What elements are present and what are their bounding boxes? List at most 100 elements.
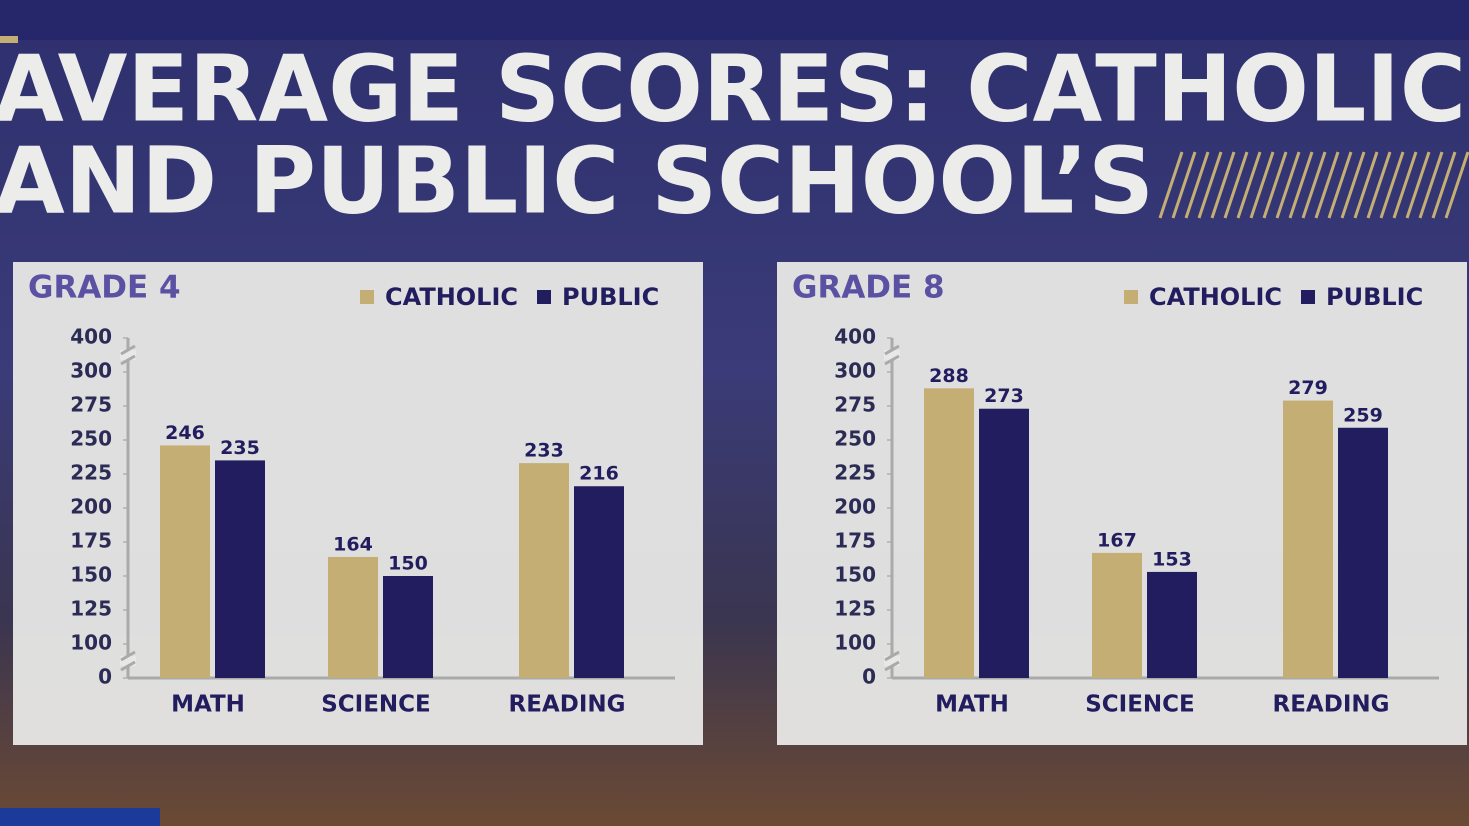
hatch-line (1431, 151, 1457, 219)
axis-break-gap (120, 350, 136, 360)
y-tick-label: 125 (834, 597, 876, 621)
hatch-line (1327, 151, 1353, 219)
bar (1147, 571, 1197, 678)
y-tick-label: 275 (834, 393, 876, 417)
bar (979, 408, 1029, 678)
hatch-line (1340, 151, 1366, 219)
bar (1092, 552, 1142, 678)
hatch-line (1444, 151, 1469, 219)
chart-title: GRADE 8 (792, 270, 945, 306)
hatch-line (1405, 151, 1431, 219)
value-label: 288 (929, 365, 969, 387)
hatch-line (1392, 151, 1418, 219)
axis-break (884, 344, 900, 356)
bar (1338, 427, 1388, 678)
y-tick-label: 175 (834, 529, 876, 553)
bar (574, 486, 624, 678)
bar (328, 556, 378, 678)
value-label: 279 (1288, 377, 1328, 399)
axis-break-gap (884, 656, 900, 666)
y-tick-label: 0 (862, 665, 876, 689)
value-label: 235 (220, 437, 260, 459)
y-tick-label: 250 (70, 427, 112, 451)
y-tick-label: 225 (70, 461, 112, 485)
hatch-line (1288, 151, 1314, 219)
y-tick-label: 400 (70, 325, 112, 349)
hatch-line (1353, 151, 1379, 219)
hatch-line (1236, 151, 1262, 219)
axis-break (120, 650, 136, 662)
y-tick-label: 200 (70, 495, 112, 519)
y-tick-label: 175 (70, 529, 112, 553)
bar (519, 463, 569, 678)
y-tick-label: 250 (834, 427, 876, 451)
y-tick-label: 400 (834, 325, 876, 349)
legend-label: CATHOLIC (1149, 283, 1282, 311)
hatch-line (1301, 151, 1327, 219)
hatch-line (1158, 151, 1184, 219)
hatch-line (1275, 151, 1301, 219)
hatch-line (1210, 151, 1236, 219)
hatch-line (1366, 151, 1392, 219)
y-tick-label: 100 (70, 631, 112, 655)
axis-break (120, 660, 136, 672)
hatch-line (1223, 151, 1249, 219)
x-tick-label: SCIENCE (1085, 692, 1195, 718)
axis-break (884, 354, 900, 366)
value-label: 167 (1097, 529, 1137, 551)
hatch-line (1418, 151, 1444, 219)
value-label: 150 (388, 553, 428, 575)
accent (0, 36, 18, 43)
y-tick-label: 300 (70, 359, 112, 383)
y-tick-label: 100 (834, 631, 876, 655)
value-label: 153 (1152, 548, 1192, 570)
axis-break-gap (884, 350, 900, 360)
axis-break (884, 650, 900, 662)
legend-label: PUBLIC (562, 283, 659, 311)
y-tick-label: 275 (70, 393, 112, 417)
x-tick-label: READING (509, 692, 626, 718)
bar (215, 460, 265, 678)
hatch-line (1379, 151, 1405, 219)
headline: AND PUBLIC SCHOOL’S (0, 127, 1154, 234)
hatch-line (1197, 151, 1223, 219)
bar (160, 445, 210, 678)
legend-label: PUBLIC (1326, 283, 1423, 311)
bar (383, 576, 433, 678)
y-tick-label: 0 (98, 665, 112, 689)
value-label: 233 (524, 440, 564, 462)
axis-break-gap (120, 656, 136, 666)
value-label: 216 (579, 463, 619, 485)
x-tick-label: MATH (171, 692, 245, 718)
y-tick-label: 300 (834, 359, 876, 383)
y-tick-label: 150 (70, 563, 112, 587)
bar (1283, 400, 1333, 678)
hatch-line (1314, 151, 1340, 219)
y-tick-label: 200 (834, 495, 876, 519)
value-label: 246 (165, 422, 205, 444)
hatch-line (1262, 151, 1288, 219)
hatch-line (1249, 151, 1275, 219)
legend-swatch (1124, 290, 1138, 304)
y-tick-label: 150 (834, 563, 876, 587)
x-tick-label: READING (1273, 692, 1390, 718)
hatch-line (1171, 151, 1197, 219)
x-tick-label: SCIENCE (321, 692, 431, 718)
legend-swatch (360, 290, 374, 304)
y-tick-label: 125 (70, 597, 112, 621)
legend-swatch (1301, 290, 1315, 304)
corner-bug (0, 808, 160, 826)
legend-label: CATHOLIC (385, 283, 518, 311)
axis-break (120, 354, 136, 366)
x-tick-label: MATH (935, 692, 1009, 718)
top-band (0, 0, 1469, 40)
value-label: 164 (333, 533, 373, 555)
bar (924, 388, 974, 678)
headline: AVERAGE SCORES: CATHOLIC (0, 35, 1466, 142)
hatch-decoration (1158, 151, 1469, 219)
axis-break (884, 660, 900, 672)
value-label: 259 (1343, 404, 1383, 426)
axis-break (120, 344, 136, 356)
